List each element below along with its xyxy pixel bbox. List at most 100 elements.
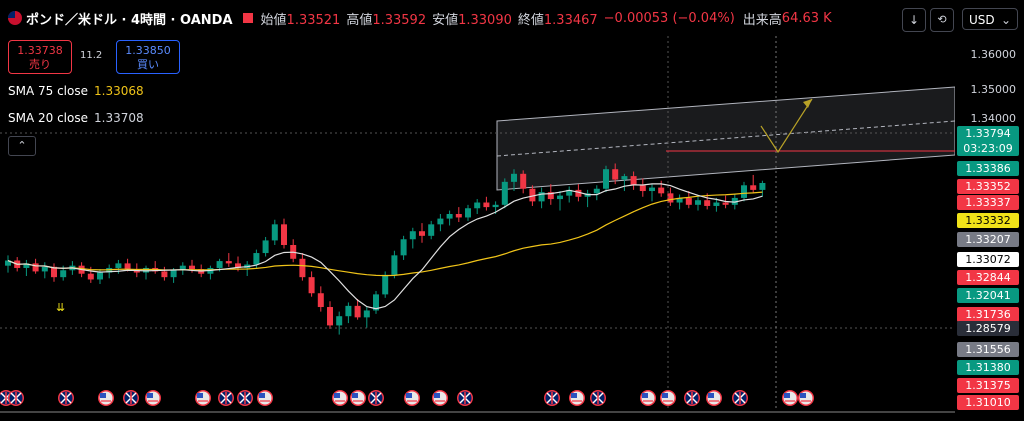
replay-icon[interactable]: ⟲ [930,8,954,32]
indicator-sma20[interactable]: SMA 20 close 1.33708 [8,111,144,125]
candle [152,261,159,274]
candle-body [327,307,333,326]
uk-flag-icon [457,390,473,406]
symbol-title[interactable]: ポンド／米ドル · 4時間 · OANDA [26,12,233,28]
gbp-flag-icon [8,11,22,25]
sell-button[interactable]: 1.33738 売り [8,40,72,74]
candle-body [501,181,508,205]
price-label-text: 1.31556 [965,343,1011,356]
buy-button[interactable]: 1.33850 買い [116,40,180,74]
candle-body [409,231,416,240]
candle [630,171,637,190]
candle [465,204,471,221]
price-label: 1.33386 [957,161,1019,176]
symbol-header: ポンド／米ドル · 4時間 · OANDA 始値1.33521 高値1.3359… [0,0,955,36]
candle-body [179,265,186,271]
candle [409,227,416,249]
candle-body [5,260,11,266]
candle-body [253,253,260,265]
candle [603,165,609,193]
candle-body [750,185,757,190]
candle [639,178,646,197]
candle-body [741,185,747,198]
candle [437,214,444,232]
candle [207,265,214,280]
candle [271,219,278,246]
price-label-text: 1.31736 [965,308,1011,321]
candle-body [363,310,370,318]
event-markers [0,390,814,406]
candle [520,170,527,194]
candle-body [483,202,490,208]
us-flag-icon [257,390,273,406]
us-flag-icon [782,390,798,406]
us-flag-icon [569,390,585,406]
candle [23,259,30,277]
candle [685,191,692,209]
currency-select[interactable]: USD ⌄ [962,8,1018,30]
uk-flag-icon [8,390,24,406]
candle [143,265,149,280]
price-label-text: 1.31375 [965,379,1011,392]
indicator-sma75[interactable]: SMA 75 close 1.33068 [8,84,144,98]
candle [547,184,554,205]
candle [584,189,591,208]
buy-label: 買い [137,58,159,71]
candle [51,263,57,282]
us-flag-icon [145,390,161,406]
candle [373,290,379,314]
price-chart[interactable]: ⇊ [0,0,955,421]
close-value: 終値1.33467 [517,12,598,28]
arrow-down-icon[interactable]: ↓ [902,8,926,32]
price-label-text: 1.33337 [965,196,1011,209]
candle-body [759,182,766,190]
candle [225,253,232,267]
candle-body [271,224,278,241]
candle [759,180,766,197]
candle-body [704,200,711,206]
price-label-text: 1.33794 [965,127,1011,140]
candle-body [731,197,738,205]
price-label: 1.33207 [957,232,1019,247]
chevron-up-icon[interactable]: ⌃ [8,136,36,156]
candle-body [621,176,628,180]
candle-body [419,231,425,236]
price-label: 1.31556 [957,342,1019,357]
candle-body [87,273,94,280]
us-flag-icon [432,390,448,406]
candle [750,174,757,194]
price-label-text: 1.33072 [965,253,1011,266]
candle-body [474,202,481,209]
price-label: 1.33352 [957,179,1019,194]
price-label-text: 1.31010 [965,396,1011,409]
candle [327,301,333,329]
candle-body [492,204,499,208]
candle [667,187,674,206]
candle-body [722,202,729,205]
annotations: ⇊ [0,36,955,413]
market-status-icon [242,13,253,23]
change-value: −0.00053 (−0.04%) [603,10,735,26]
candle-body [115,263,122,268]
price-label-text: 1.33386 [965,162,1011,175]
candle-body [557,195,563,200]
candle-body [437,218,444,225]
candle [363,307,370,328]
price-axis[interactable]: 1.36000 1.35000 1.34000 1.33794 03:23:09 1.33… [955,36,1024,421]
candle-body [511,173,517,182]
candle-body [391,255,398,275]
candle [281,218,287,249]
signal-arrows-icon: ⇊ [56,301,65,314]
price-label: 1.28579 [957,321,1019,336]
low-value: 安値1.33090 [432,12,512,28]
candle-body [124,263,131,270]
us-flag-icon [640,390,656,406]
candle [713,197,720,212]
candle-body [225,261,232,264]
candle [676,194,683,210]
candle-body [51,266,57,278]
price-tick: 1.36000 [970,48,1017,61]
candle [41,262,48,279]
candle-body [667,193,674,203]
candle [161,266,168,281]
